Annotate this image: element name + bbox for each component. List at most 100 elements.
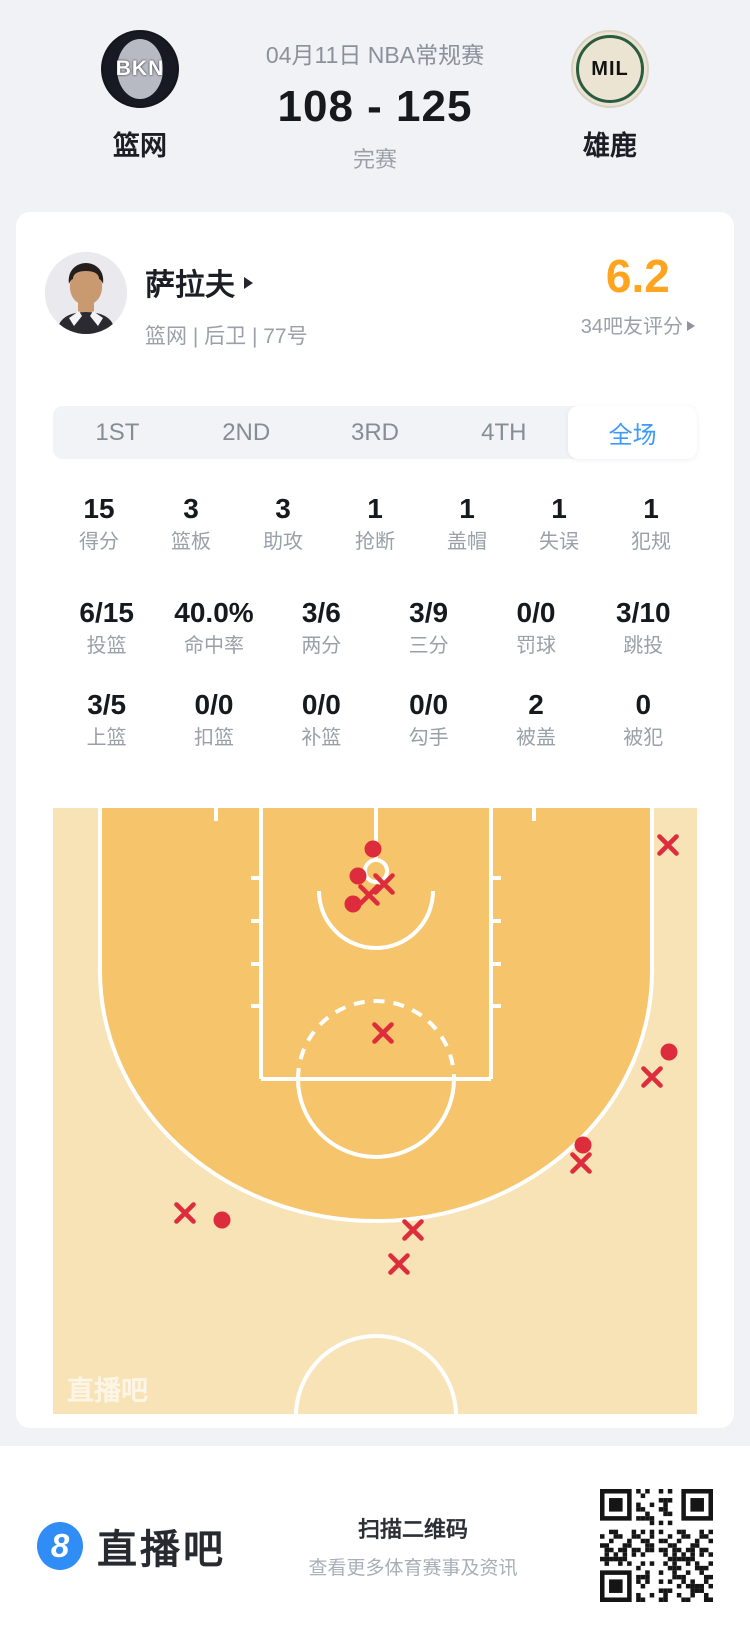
stat-label: 罚球 [515, 635, 556, 657]
stat-cell-盖帽: 1 盖帽 [421, 492, 513, 554]
stat-label: 跳投 [623, 635, 664, 657]
rim-circle [363, 858, 389, 884]
court-inner-area [100, 808, 652, 1221]
tab-全场[interactable]: 全场 [568, 406, 697, 459]
player-avatar [45, 252, 127, 334]
court-watermark: 直播吧 [67, 1376, 148, 1406]
baseline-hash-marks [214, 808, 536, 821]
match-status: 完赛 [352, 147, 397, 172]
stat-value: 0/0 [301, 689, 341, 720]
player-row: 萨拉夫 篮网 | 后卫 | 77号 6.2 34吧友评分 [16, 212, 734, 350]
missed-shot-marker [373, 873, 395, 895]
stat-cell-勾手: 0/0 勾手 [375, 688, 482, 750]
stat-value: 1 [643, 493, 659, 524]
away-team[interactable]: MIL 雄鹿 [530, 0, 690, 163]
stat-label: 抢断 [355, 531, 395, 553]
three-point-line [98, 808, 654, 1223]
away-team-name: 雄鹿 [583, 131, 637, 161]
made-shot-marker [660, 1043, 678, 1061]
player-meta: 篮网 | 后卫 | 77号 [145, 325, 308, 348]
brand-row: 8 直播吧 [37, 1517, 226, 1575]
stat-label: 命中率 [183, 635, 244, 657]
missed-shot-marker [641, 1066, 663, 1088]
tab-2ND[interactable]: 2ND [222, 418, 271, 446]
stat-label: 补篮 [301, 727, 342, 749]
shot-chart-court: 直播吧 [53, 808, 697, 1414]
stat-value: 1 [459, 493, 475, 524]
quarter-tabs: 1ST 2ND 3RD 4TH 全场 [53, 406, 697, 459]
stat-cell-失误: 1 失误 [513, 492, 605, 554]
stat-value: 0/0 [516, 597, 556, 628]
player-name: 萨拉夫 [145, 269, 235, 302]
missed-shot-marker [174, 1202, 196, 1224]
player-identity[interactable]: 萨拉夫 篮网 | 后卫 | 77号 [145, 252, 581, 350]
stat-label: 被犯 [623, 727, 664, 749]
player-rating[interactable]: 6.2 34吧友评分 [581, 252, 695, 339]
zhibo8-logo-icon: 8 [37, 1521, 83, 1570]
home-team-abbr: BKN [115, 57, 165, 80]
tab-4TH[interactable]: 4TH [481, 418, 527, 446]
stat-value: 0/0 [194, 689, 234, 720]
stat-cell-上篮: 3/5 上篮 [53, 688, 160, 750]
made-shot-marker [213, 1211, 231, 1229]
restricted-area-arc [317, 890, 435, 950]
stat-cell-命中率: 40.0% 命中率 [160, 596, 267, 658]
stat-cell-助攻: 3 助攻 [237, 492, 329, 554]
arrow-right-icon [687, 320, 695, 331]
missed-shot-marker [402, 1219, 424, 1241]
stats-row: 6/15 投篮 40.0% 命中率 3/6 两分 3/9 三分 0/0 罚球 3/10 跳投 [53, 596, 697, 658]
shot-markers [174, 834, 679, 1275]
stat-value: 40.0% [174, 597, 254, 628]
stat-cell-投篮: 6/15 投篮 [53, 596, 160, 658]
missed-shot-marker [657, 834, 679, 856]
scan-subtitle: 查看更多体育赛事及资讯 [308, 1557, 518, 1579]
stat-value: 3/5 [87, 689, 127, 720]
stat-label: 篮板 [171, 531, 211, 553]
stat-cell-扣篮: 0/0 扣篮 [160, 688, 267, 750]
stat-cell-抢断: 1 抢断 [329, 492, 421, 554]
stat-label: 盖帽 [447, 531, 487, 553]
stats-grid: 15 得分 3 篮板 3 助攻 1 抢断 1 盖帽 1 失误 1 犯规 6/15 投篮 40.0% 命中率 3/6 两… [16, 492, 734, 750]
stat-label: 投篮 [86, 635, 127, 657]
made-shot-marker [349, 867, 367, 885]
missed-shot-marker [570, 1152, 592, 1174]
missed-shot-marker [358, 884, 380, 906]
missed-shot-marker [372, 1022, 394, 1044]
tab-3RD[interactable]: 3RD [350, 418, 399, 446]
missed-shot-marker [388, 1253, 410, 1275]
stat-value: 1 [367, 493, 383, 524]
tab-1ST[interactable]: 1ST [95, 418, 140, 446]
rating-caption-line: 34吧友评分 [581, 310, 695, 339]
stat-value: 3/9 [409, 597, 449, 628]
rating-caption: 34吧友评分 [580, 316, 683, 338]
logo-ball-shape [117, 39, 163, 99]
stat-label: 犯规 [631, 531, 671, 553]
stat-cell-补篮: 0/0 补篮 [268, 688, 375, 750]
stat-label: 得分 [79, 531, 119, 553]
scan-title: 扫描二维码 [357, 1516, 468, 1542]
away-team-abbr: MIL [591, 57, 629, 80]
stat-cell-两分: 3/6 两分 [268, 596, 375, 658]
stat-label: 助攻 [263, 531, 303, 553]
scan-block: 扫描二维码 查看更多体育赛事及资讯 [226, 1512, 600, 1580]
stat-label: 上篮 [86, 727, 127, 749]
match-score: 108 - 125 [277, 82, 473, 131]
home-team-logo-icon: BKN [101, 30, 179, 108]
stats-row: 15 得分 3 篮板 3 助攻 1 抢断 1 盖帽 1 失误 1 犯规 [53, 492, 697, 554]
stat-label: 三分 [408, 635, 449, 657]
stat-value: 1 [551, 493, 567, 524]
away-team-logo-icon: MIL [571, 30, 649, 108]
stat-cell-罚球: 0/0 罚球 [482, 596, 589, 658]
rating-value: 6.2 [605, 250, 670, 302]
stat-cell-三分: 3/9 三分 [375, 596, 482, 658]
stat-value: 15 [83, 493, 115, 524]
player-stats-card: 萨拉夫 篮网 | 后卫 | 77号 6.2 34吧友评分 1ST 2ND 3RD 4T… [16, 212, 734, 1428]
free-throw-circle-solid [296, 1078, 456, 1159]
logo-ring-shape [576, 35, 644, 103]
home-team[interactable]: BKN 篮网 [60, 0, 220, 163]
stat-value: 6/15 [79, 597, 134, 628]
stat-cell-被盖: 2 被盖 [482, 688, 589, 750]
stat-cell-篮板: 3 篮板 [145, 492, 237, 554]
stat-label: 扣篮 [193, 727, 234, 749]
stat-label: 失误 [539, 531, 579, 553]
